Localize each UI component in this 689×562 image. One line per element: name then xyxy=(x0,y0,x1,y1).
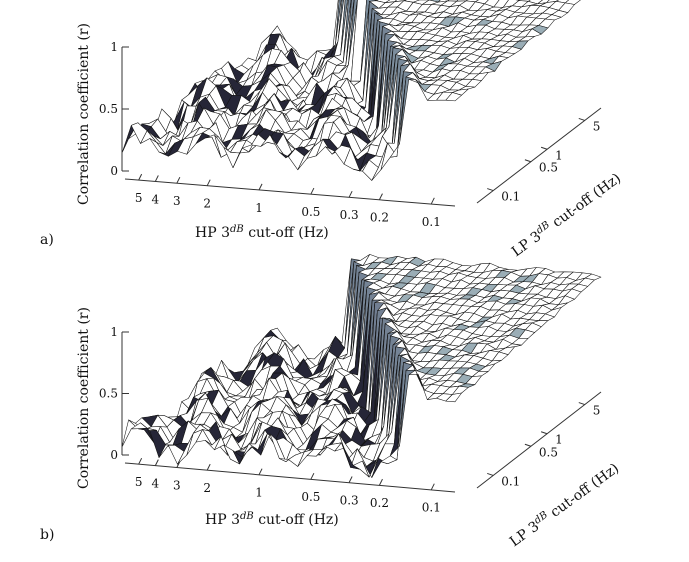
hp-tick-mark xyxy=(379,193,383,200)
hp-tick-mark xyxy=(430,483,435,490)
hp-axis-line xyxy=(124,178,456,207)
hp-tick-mark xyxy=(379,478,383,486)
hp-tick-label: 1 xyxy=(255,201,263,215)
hp-tick-label: 0.5 xyxy=(301,490,320,504)
hp-tick-label: 5 xyxy=(135,475,143,489)
hp-axis-label: HP 3dB cut-off (Hz) xyxy=(195,224,329,242)
hp-tick-mark xyxy=(206,463,211,471)
lp-axis-label: LP 3dB cut-off (Hz) xyxy=(508,169,624,260)
lp-tick-mark xyxy=(540,431,548,435)
hp-tick-mark xyxy=(154,459,159,466)
lp-tick-label: 5 xyxy=(593,404,601,418)
hp-tick-label: 0.2 xyxy=(370,211,389,225)
z-tick-label: 1 xyxy=(110,325,118,339)
hp-tick-label: 4 xyxy=(152,477,160,491)
hp-axis-label-main: HP 3 xyxy=(205,512,240,528)
hp-tick-label: 2 xyxy=(203,197,211,211)
lp-tick-label: 0.5 xyxy=(539,445,558,459)
z-tick-label: 0 xyxy=(110,448,118,462)
hp-axis-label-main: HP 3 xyxy=(195,225,230,241)
hp-tick-mark xyxy=(258,468,263,475)
lp-tick-mark xyxy=(524,443,532,447)
lp-tick-mark xyxy=(487,188,494,192)
hp-tick-label: 0.5 xyxy=(301,205,320,219)
lp-tick-label: 0.5 xyxy=(539,161,558,175)
hp-tick-label: 3 xyxy=(173,194,181,208)
lp-axis-line xyxy=(476,391,602,489)
z-axis-label: Correlation coefficient (r) xyxy=(76,23,92,205)
hp-axis-label-tail: cut-off (Hz) xyxy=(254,512,339,528)
hp-tick-mark xyxy=(206,179,211,186)
lp-axis-label: LP 3dB cut-off (Hz) xyxy=(506,459,622,550)
surface-cell xyxy=(445,92,462,102)
lp-tick-label: 1 xyxy=(555,148,563,162)
lp-tick-mark xyxy=(487,472,494,476)
hp-tick-label: 5 xyxy=(135,191,143,205)
z-tick-label: 0 xyxy=(110,164,118,178)
hp-tick-mark xyxy=(138,173,143,181)
panel-a: 00.515 4 3 2 1 0.5 0.3 0.2 0.10.10.515 Correlati… xyxy=(40,0,624,260)
lp-axis-label-tail: cut-off (Hz) xyxy=(546,170,624,233)
hp-tick-mark xyxy=(310,187,315,195)
lp-tick-mark xyxy=(578,117,585,121)
lp-tick-mark xyxy=(524,159,532,163)
hp-tick-mark xyxy=(138,457,143,465)
lp-tick-mark xyxy=(540,146,548,150)
hp-tick-label: 0.1 xyxy=(422,215,441,229)
hp-axis-label-sup: dB xyxy=(240,511,254,522)
lp-tick-label: 1 xyxy=(555,433,563,447)
hp-tick-label: 0.2 xyxy=(370,496,389,510)
z-tick-label: 1 xyxy=(110,40,118,54)
ticks-b: 00.515 4 3 2 1 0.5 0.3 0.2 0.10.10.515 xyxy=(99,325,601,515)
surface-mesh-b xyxy=(121,254,602,478)
hp-tick-mark xyxy=(348,190,353,198)
surface-cell xyxy=(445,392,462,403)
lp-tick-label: 0.1 xyxy=(501,190,520,204)
hp-tick-mark xyxy=(430,197,435,205)
hp-tick-label: 0.1 xyxy=(422,501,441,515)
z-tick-label: 0.5 xyxy=(99,387,118,401)
hp-axis-label-tail: cut-off (Hz) xyxy=(244,225,329,241)
hp-tick-label: 0.3 xyxy=(340,494,359,508)
lp-axis-line xyxy=(476,107,602,204)
hp-tick-mark xyxy=(348,476,353,483)
lp-axis-label-tail: cut-off (Hz) xyxy=(544,460,622,523)
hp-axis-label: HP 3dB cut-off (Hz) xyxy=(205,511,339,529)
hp-tick-mark xyxy=(154,175,159,182)
hp-tick-mark xyxy=(176,461,181,468)
ticks-a: 00.515 4 3 2 1 0.5 0.3 0.2 0.10.10.515 xyxy=(99,40,601,229)
hp-axis-line xyxy=(124,462,456,493)
lp-tick-label: 0.1 xyxy=(501,474,520,488)
hp-tick-label: 3 xyxy=(173,479,181,493)
lp-tick-mark xyxy=(578,402,585,406)
z-axis-label: Correlation coefficient (r) xyxy=(76,307,92,489)
z-tick-label: 0.5 xyxy=(99,102,118,116)
panel-b: 00.515 4 3 2 1 0.5 0.3 0.2 0.10.10.515 Correlati… xyxy=(40,254,622,550)
hp-tick-label: 0.3 xyxy=(340,208,359,222)
panel-label: a) xyxy=(40,232,54,248)
hp-tick-label: 4 xyxy=(152,192,160,206)
hp-tick-label: 1 xyxy=(255,486,263,500)
hp-tick-mark xyxy=(176,176,181,184)
lp-tick-label: 5 xyxy=(593,119,601,133)
hp-tick-mark xyxy=(258,183,263,191)
surface-mesh-a xyxy=(121,0,581,181)
panel-label: b) xyxy=(40,527,54,543)
hp-axis-label-sup: dB xyxy=(230,224,244,235)
hp-tick-mark xyxy=(310,472,315,480)
hp-tick-label: 2 xyxy=(203,481,211,495)
